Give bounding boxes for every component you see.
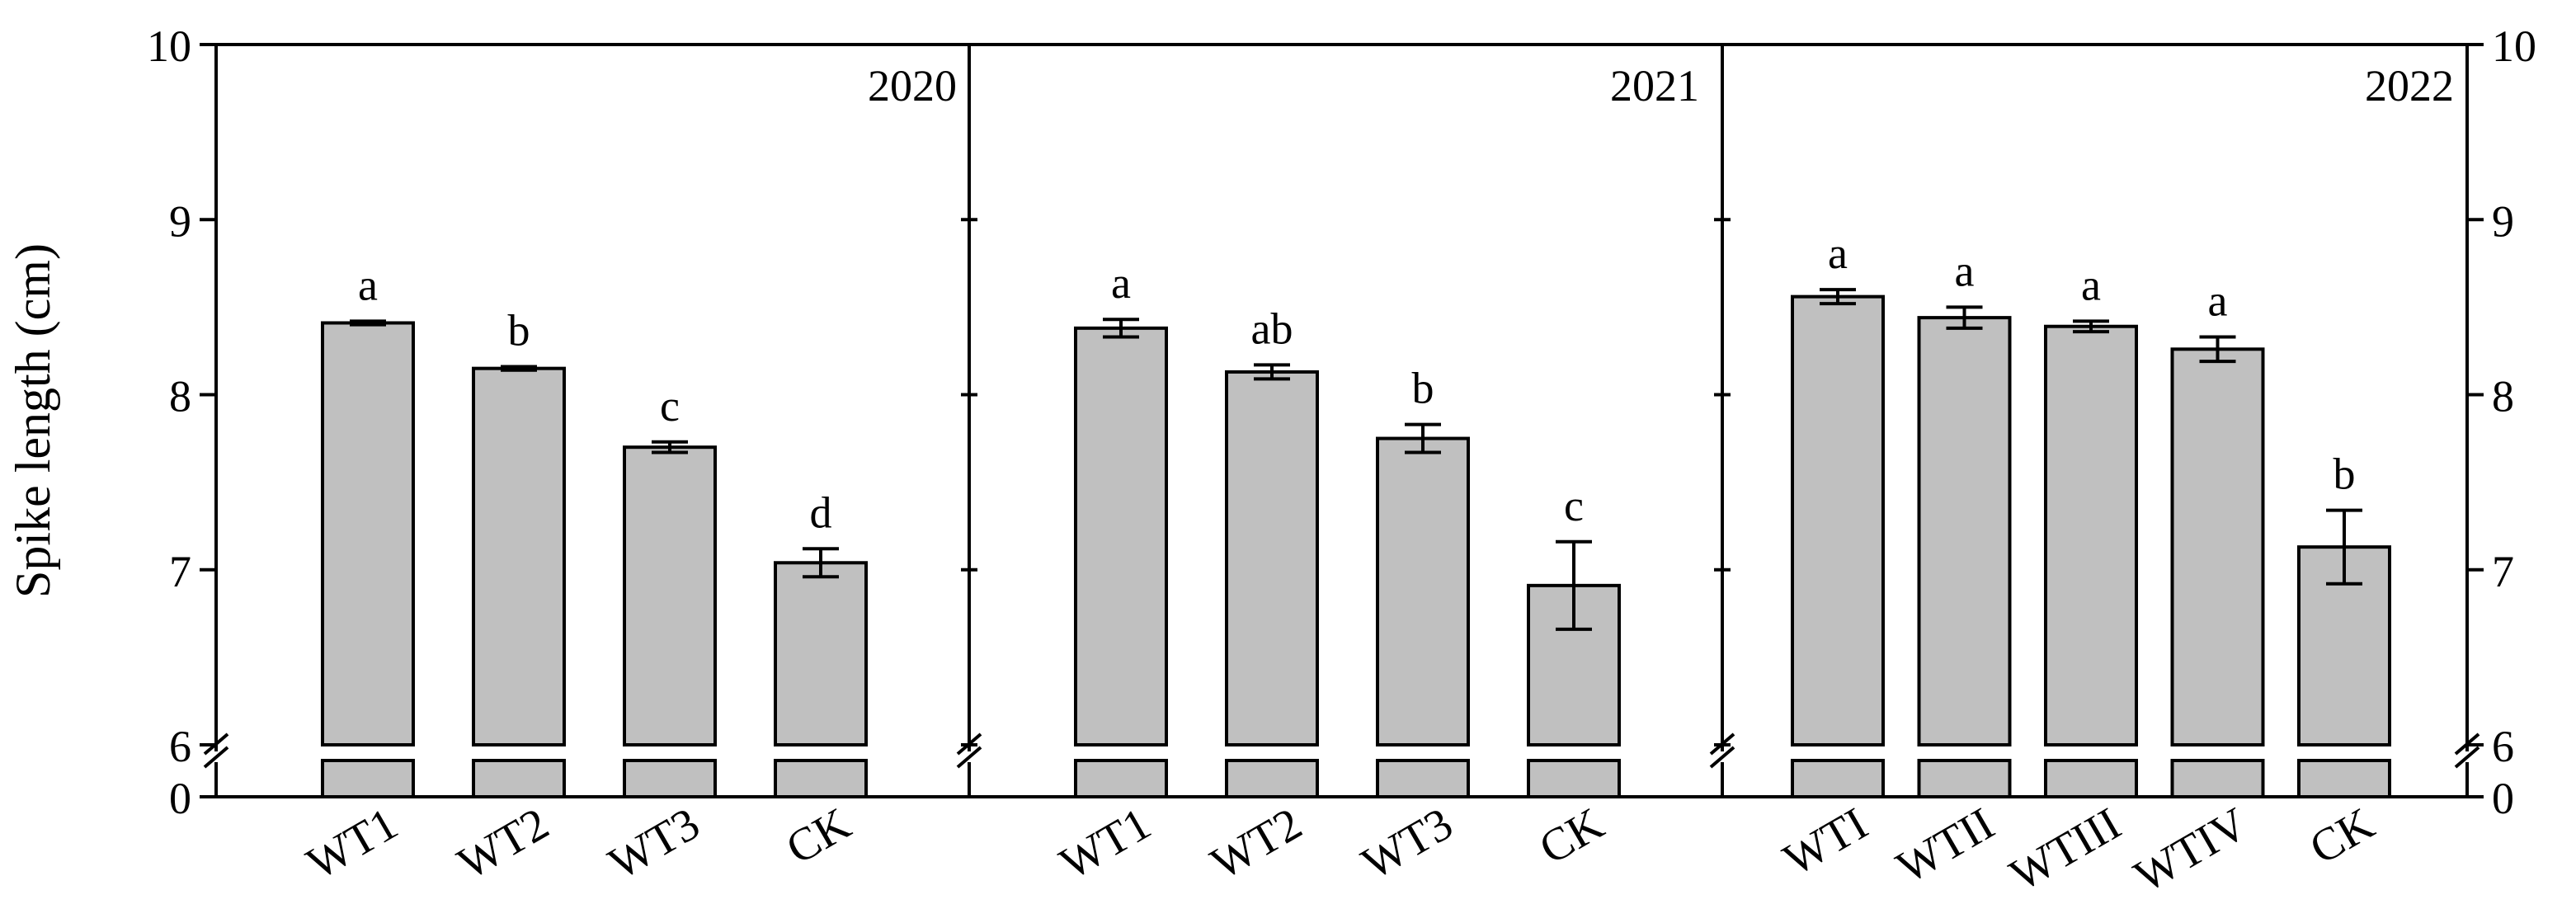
y-tick-label-right: 9 <box>2492 196 2514 246</box>
bar-WTIV <box>2170 347 2265 746</box>
bar-WTIII <box>2044 324 2138 746</box>
bar-WT2 <box>472 366 566 746</box>
bar-lower-WT2 <box>472 759 566 798</box>
axis-break-mark <box>1709 746 1735 769</box>
axis-break-mark <box>956 746 982 769</box>
y-tick-label-left: 10 <box>147 21 191 71</box>
panel-2022: 2022 a WTI a WTII a WTIII a WTIV b CK <box>1775 61 2454 902</box>
bar-lower-WTIII <box>2044 759 2138 798</box>
axis-break-mark <box>2454 746 2480 769</box>
x-tick-label: WT2 <box>1203 798 1311 890</box>
bar-lower-WT1 <box>321 759 415 798</box>
panel-2020: 2020 a WT1 b WT2 c WT3 d CK <box>299 61 957 890</box>
significance-label: a <box>358 260 378 309</box>
bar-lower-WTI <box>1791 759 1885 798</box>
bar-lower-CK <box>2297 759 2391 798</box>
bar-WTI <box>1791 294 1885 746</box>
x-tick-label: CK <box>1531 798 1612 875</box>
x-tick-label: CK <box>778 798 859 875</box>
x-tick-label: WTIV <box>2126 798 2256 903</box>
significance-label: d <box>810 487 832 537</box>
x-tick-label: WTII <box>1888 798 2003 894</box>
x-tick-label: WT2 <box>450 798 558 890</box>
y-tick-label-right: 6 <box>2492 722 2514 771</box>
panel-2021: 2021 a WT1 ab WT2 b WT3 c CK <box>1052 61 1699 890</box>
y-tick-label-right-zero: 0 <box>2492 774 2514 823</box>
bar-lower-WT2 <box>1225 759 1319 798</box>
x-tick-label: WT1 <box>1052 798 1160 890</box>
significance-label: a <box>1955 246 1975 295</box>
y-tick-label-left-zero: 0 <box>169 774 191 823</box>
axis-break-mark <box>203 746 229 769</box>
bar-lower-WT3 <box>623 759 717 798</box>
bar-lower-WTII <box>1917 759 2012 798</box>
bar-WTII <box>1917 316 2012 746</box>
significance-label: ab <box>1251 304 1293 353</box>
bar-WT1 <box>321 321 415 746</box>
x-tick-label: WT1 <box>299 798 407 890</box>
x-tick-label: WTI <box>1775 798 1877 887</box>
x-tick-label: WT3 <box>1354 798 1462 890</box>
significance-label: a <box>2208 275 2228 325</box>
bar-lower-WTIV <box>2170 759 2265 798</box>
y-tick-label-right: 8 <box>2492 372 2514 421</box>
significance-label: a <box>1111 258 1131 308</box>
bar-lower-WT3 <box>1376 759 1470 798</box>
y-tick-label-right: 10 <box>2492 21 2536 71</box>
bar-WT3 <box>623 445 717 746</box>
y-tick-label-left: 7 <box>169 547 191 596</box>
panel-title: 2020 <box>868 61 957 111</box>
x-tick-label: CK <box>2301 798 2382 875</box>
x-tick-label: WT3 <box>600 798 709 890</box>
y-axes: 6 6 7 7 8 8 9 9 10 10 0 0 <box>147 21 2536 823</box>
bar-lower-WT1 <box>1074 759 1168 798</box>
y-tick-label-left: 6 <box>169 722 191 771</box>
significance-label: c <box>1564 481 1584 530</box>
panel-title: 2022 <box>2365 61 2454 111</box>
x-tick-label: WTIII <box>2002 798 2130 902</box>
y-tick-label-right: 7 <box>2492 547 2514 596</box>
significance-label: b <box>1412 364 1434 413</box>
panel-title: 2021 <box>1610 61 1699 111</box>
significance-label: c <box>660 381 680 431</box>
y-tick-label-left: 8 <box>169 372 191 421</box>
y-tick-label-left: 9 <box>169 196 191 246</box>
y-axis-label: Spike length (cm) <box>6 243 60 598</box>
significance-label: a <box>1828 228 1848 278</box>
significance-label: a <box>2081 260 2101 309</box>
bar-WT1 <box>1074 326 1168 746</box>
bar-WT2 <box>1225 370 1319 746</box>
bar-CK <box>774 561 868 747</box>
bar-WT3 <box>1376 436 1470 746</box>
significance-label: b <box>508 306 530 356</box>
bar-lower-CK <box>774 759 868 798</box>
significance-label: b <box>2333 450 2356 499</box>
bar-lower-CK <box>1527 759 1621 798</box>
chart-panels: 2020aWT1bWT2cWT3dCK2021aWT1abWT2bWT3cCK2… <box>299 61 2454 902</box>
